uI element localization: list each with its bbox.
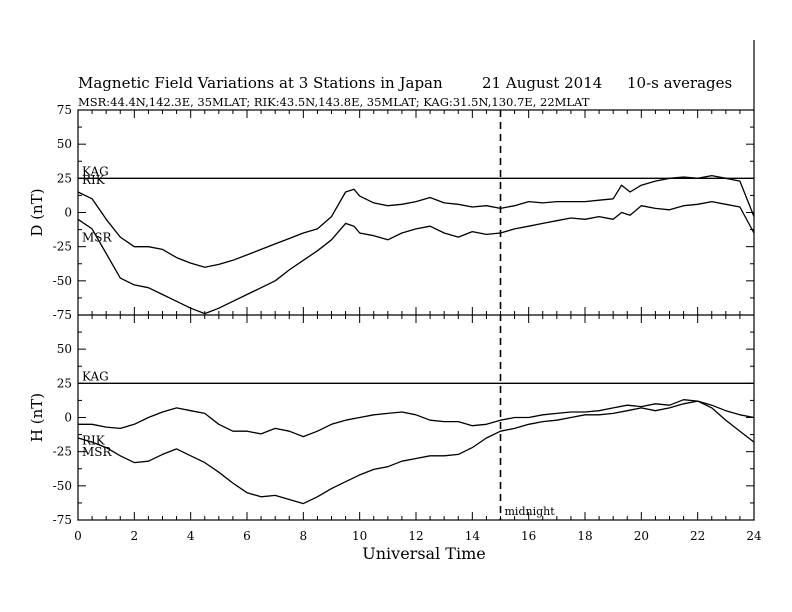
chart-averaging: 10-s averages — [627, 74, 732, 92]
y-tick-label: -25 — [53, 240, 72, 254]
x-tick-label: 8 — [300, 529, 308, 543]
series-label-rik: RIK — [82, 173, 106, 187]
x-tick-label: 24 — [746, 529, 762, 543]
x-tick-label: 12 — [408, 529, 423, 543]
x-tick-label: 22 — [690, 529, 705, 543]
x-tick-label: 0 — [74, 529, 82, 543]
series-label-msr: MSR — [82, 230, 113, 244]
y-tick-label: 0 — [64, 411, 72, 425]
x-tick-label: 10 — [352, 529, 367, 543]
y-tick-label: 25 — [57, 376, 72, 390]
series-line-rik — [78, 399, 755, 438]
series-line-msr — [77, 200, 755, 315]
x-tick-label: 2 — [131, 529, 139, 543]
y-tick-label: -25 — [53, 445, 72, 459]
stations-line: MSR:44.4N,142.3E, 35MLAT; RIK:43.5N,143.… — [78, 95, 590, 109]
series-label-rik: RIK — [82, 433, 106, 447]
y-tick-label: 0 — [64, 206, 72, 220]
x-tick-label: 20 — [634, 529, 649, 543]
x-tick-label: 18 — [577, 529, 592, 543]
y-tick-label: 50 — [57, 342, 72, 356]
x-axis-label: Universal Time — [362, 544, 485, 563]
y-tick-label: -50 — [53, 479, 72, 493]
x-tick-label: 14 — [465, 529, 481, 543]
midnight-label: midnight — [505, 505, 556, 518]
y-tick-label: -50 — [53, 274, 72, 288]
chart-title: Magnetic Field Variations at 3 Stations … — [78, 74, 443, 92]
x-tick-label: 16 — [521, 529, 536, 543]
y-axis-label: D (nT) — [28, 188, 46, 236]
y-tick-label: -75 — [53, 308, 72, 322]
y-tick-label: -75 — [53, 513, 72, 527]
series-line-rik — [77, 174, 755, 268]
series-label-kag: KAG — [82, 369, 109, 383]
x-tick-label: 4 — [187, 529, 195, 543]
chart-date: 21 August 2014 — [482, 74, 602, 92]
y-tick-label: 50 — [57, 137, 72, 151]
series-label-kag: KAG — [82, 164, 109, 178]
x-tick-label: 6 — [243, 529, 251, 543]
y-axis-label: H (nT) — [28, 393, 46, 442]
series-label-msr: MSR — [82, 445, 113, 459]
y-tick-label: 25 — [57, 171, 72, 185]
y-tick-label: 75 — [57, 103, 72, 117]
series-line-msr — [77, 400, 755, 505]
